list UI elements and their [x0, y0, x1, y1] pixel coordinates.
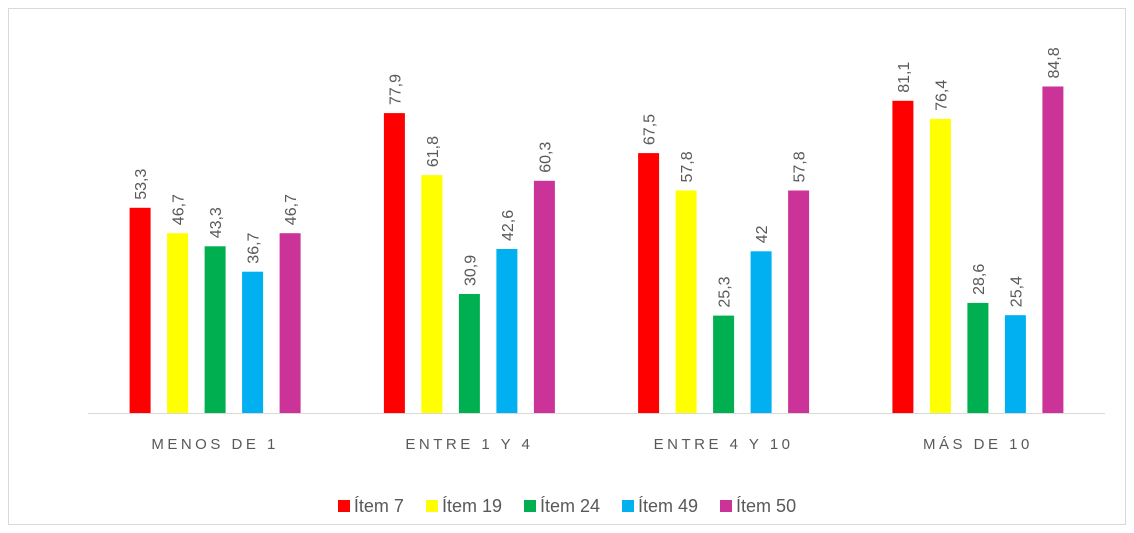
legend-swatch-item-49: [622, 500, 635, 512]
legend-label-item-7: Ítem 7: [353, 495, 404, 516]
data-label-item-50-entre-4-y-10: 57,8: [792, 151, 809, 182]
data-label-item-50-entre-1-y-4: 60,3: [537, 142, 554, 173]
bar-item-24-entre-1-y-4: [458, 294, 480, 413]
legend-label-item-24: Ítem 24: [539, 495, 601, 516]
bar-item-19-menos-de-1: [167, 233, 189, 413]
data-label-item-19-entre-1-y-4: 61,8: [425, 136, 442, 167]
data-label-item-49-entre-4-y-10: 42: [754, 225, 771, 243]
bar-item-7-mas-de-10: [892, 100, 914, 414]
data-label-item-24-entre-1-y-4: 30,9: [462, 255, 479, 286]
data-label-item-19-mas-de-10: 76,4: [933, 80, 950, 111]
bar-item-49-entre-1-y-4: [496, 249, 518, 413]
data-label-item-49-mas-de-10: 25,4: [1008, 276, 1025, 307]
data-label-item-24-mas-de-10: 28,6: [971, 264, 988, 295]
bar-item-49-menos-de-1: [242, 271, 264, 413]
legend-label-item-49: Ítem 49: [638, 495, 699, 516]
bar-item-50-entre-4-y-10: [788, 190, 810, 413]
data-label-item-49-menos-de-1: 36,7: [246, 232, 263, 263]
data-label-item-19-entre-4-y-10: 57,8: [679, 151, 696, 182]
data-label-item-19-menos-de-1: 46,7: [171, 194, 188, 225]
bar-item-24-mas-de-10: [967, 302, 989, 413]
data-label-item-50-menos-de-1: 46,7: [283, 194, 300, 225]
legend-swatch-item-24: [523, 500, 536, 512]
bar-item-49-mas-de-10: [1004, 315, 1026, 413]
bar-item-19-entre-1-y-4: [421, 175, 443, 413]
bar-item-50-mas-de-10: [1042, 86, 1064, 413]
bar-item-7-entre-4-y-10: [638, 153, 660, 413]
legend-item-item-24: Ítem 24: [523, 495, 601, 517]
legend: Ítem 7 Ítem 19 Ítem 24 Ítem 49 Ítem 50: [0, 491, 1134, 521]
legend-swatch-item-19: [425, 500, 438, 512]
bar-item-7-entre-1-y-4: [383, 113, 405, 413]
data-label-item-49-entre-1-y-4: 42,6: [500, 210, 517, 241]
data-label-item-50-mas-de-10: 84,8: [1046, 47, 1063, 78]
data-label-item-7-mas-de-10: 81,1: [896, 62, 913, 93]
legend-label-item-50: Ítem 50: [736, 495, 797, 516]
bar-item-19-mas-de-10: [929, 118, 951, 414]
x-tick-label-menos-de-1: MENOS DE 1: [151, 436, 279, 453]
x-tick-label-entre-1-y-4: ENTRE 1 Y 4: [405, 436, 533, 453]
data-label-item-7-entre-4-y-10: 67,5: [642, 114, 659, 145]
data-label-item-7-entre-1-y-4: 77,9: [387, 74, 404, 105]
bar-item-50-entre-1-y-4: [533, 180, 555, 413]
bar-item-19-entre-4-y-10: [675, 190, 697, 413]
legend-label-item-19: Ítem 19: [441, 495, 502, 516]
data-label-item-24-entre-4-y-10: 25,3: [717, 276, 734, 307]
bar-item-7-menos-de-1: [129, 207, 151, 413]
bar-item-50-menos-de-1: [279, 233, 301, 413]
legend-item-item-19: Ítem 19: [425, 495, 502, 517]
legend-item-item-7: Ítem 7: [337, 495, 404, 517]
data-label-item-24-menos-de-1: 43,3: [208, 207, 225, 238]
data-label-item-7-menos-de-1: 53,3: [133, 169, 150, 200]
legend-item-item-49: Ítem 49: [622, 496, 698, 517]
bar-item-24-menos-de-1: [204, 246, 226, 413]
bar-item-24-entre-4-y-10: [713, 315, 735, 413]
bar-item-49-entre-4-y-10: [750, 251, 772, 413]
legend-swatch-item-50: [720, 500, 733, 512]
legend-swatch-item-7: [337, 500, 350, 512]
x-tick-label-mas-de-10: MÁS DE 10: [923, 436, 1033, 453]
legend-item-item-50: Ítem 50: [720, 496, 796, 517]
x-tick-label-entre-4-y-10: ENTRE 4 Y 10: [654, 436, 794, 453]
